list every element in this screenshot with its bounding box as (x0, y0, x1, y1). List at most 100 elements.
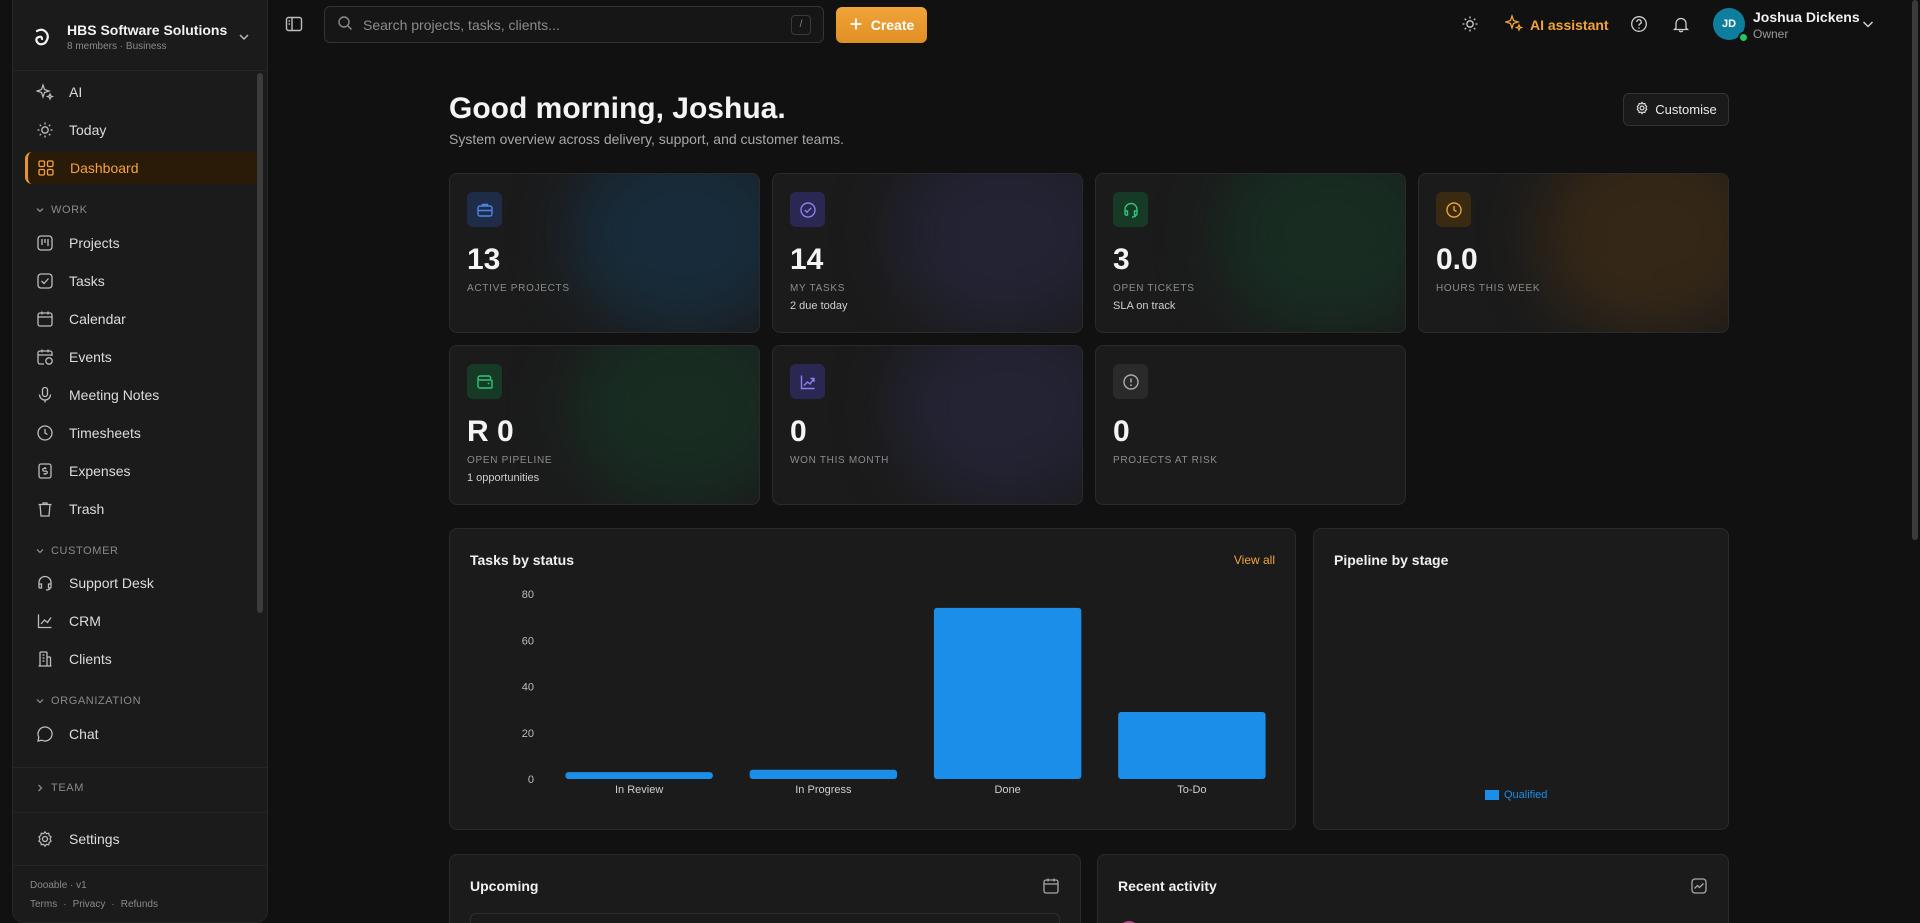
sidebar-item-today[interactable]: Today (25, 114, 257, 146)
refunds-link[interactable]: Refunds (120, 899, 158, 910)
ai-assistant-button[interactable]: AI assistant (1503, 13, 1609, 35)
section-team[interactable]: TEAM (35, 782, 84, 794)
stat-card-open-pipeline[interactable]: R 0 OPEN PIPELINE 1 opportunities (449, 345, 760, 505)
sparkles-icon (35, 82, 55, 102)
sidebar-item-calendar[interactable]: Calendar (25, 303, 257, 335)
search-input[interactable]: Search projects, tasks, clients... / (324, 6, 824, 43)
view-all-link[interactable]: View all (1233, 553, 1275, 567)
stat-value: 3 (1113, 243, 1130, 276)
terms-link[interactable]: Terms (30, 899, 58, 910)
sidebar-item-trash[interactable]: Trash (25, 493, 257, 525)
calendar-icon[interactable] (1042, 877, 1060, 898)
briefcase-icon (467, 192, 502, 227)
workspace-name: HBS Software Solutions (67, 22, 228, 38)
chevron-right-icon (35, 783, 47, 793)
sidebar-item-crm[interactable]: CRM (25, 605, 257, 637)
sidebar-item-settings[interactable]: Settings (25, 823, 257, 855)
stat-card-my-tasks[interactable]: 14 MY TASKS 2 due today (772, 173, 1083, 333)
legend-label: Qualified (1504, 789, 1548, 801)
page-scrollbar[interactable] (1912, 0, 1918, 540)
stat-label: PROJECTS AT RISK (1113, 455, 1218, 466)
user-menu[interactable]: Joshua Dickens Owner (1753, 9, 1860, 41)
alert-circle-icon (1113, 364, 1148, 399)
trash-icon (35, 499, 55, 519)
microphone-icon (35, 385, 55, 405)
section-work[interactable]: WORK (35, 204, 88, 216)
bar-to-do[interactable] (1118, 711, 1266, 779)
y-tick-label: 80 (522, 589, 534, 601)
chevron-down-icon[interactable] (1860, 16, 1876, 35)
x-tick-label: In Review (615, 784, 663, 796)
stat-sub: 1 opportunities (467, 472, 540, 484)
chevron-down-icon (35, 696, 47, 706)
customise-button[interactable]: Customise (1623, 93, 1729, 126)
headset-icon (1113, 192, 1148, 227)
plus-icon (849, 17, 863, 34)
divider (13, 865, 267, 866)
stat-value: 0 (790, 415, 807, 448)
list-item (470, 913, 1060, 923)
workspace-meta: 8 members · Business (67, 41, 167, 52)
y-tick-label: 40 (522, 682, 534, 694)
chevron-down-icon (235, 28, 253, 46)
sidebar-item-clients[interactable]: Clients (25, 643, 257, 675)
privacy-link[interactable]: Privacy (72, 899, 106, 910)
sidebar-item-meeting-notes[interactable]: Meeting Notes (25, 379, 257, 411)
sidebar-item-chat[interactable]: Chat (25, 718, 257, 750)
sidebar-item-dashboard[interactable]: Dashboard (25, 152, 257, 184)
sidebar-item-ai[interactable]: AI (25, 76, 257, 108)
search-shortcut: / (791, 14, 811, 35)
sidebar-item-events[interactable]: Events (25, 341, 257, 373)
sidebar-item-label: AI (69, 84, 83, 100)
stat-label: OPEN PIPELINE (467, 455, 553, 466)
workspace-switcher[interactable]: HBS Software Solutions 8 members · Busin… (29, 14, 253, 60)
bell-icon[interactable] (1671, 14, 1691, 34)
x-tick-label: To-Do (1177, 784, 1206, 796)
chat-icon (35, 724, 55, 744)
sidebar-item-tasks[interactable]: Tasks (25, 265, 257, 297)
divider (13, 70, 267, 71)
y-tick-label: 20 (522, 728, 534, 740)
sidebar-item-timesheets[interactable]: Timesheets (25, 417, 257, 449)
building-icon (35, 649, 55, 669)
y-tick-label: 60 (522, 635, 534, 647)
bar-in-review[interactable] (565, 772, 713, 779)
trend-up-icon (790, 364, 825, 399)
panel-title: Upcoming (470, 878, 539, 894)
sidebar-scrollbar[interactable] (257, 73, 263, 613)
stat-card-projects-at-risk[interactable]: 0 PROJECTS AT RISK (1095, 345, 1406, 505)
section-customer[interactable]: CUSTOMER (35, 545, 119, 557)
panel-title: Tasks by status (470, 552, 575, 568)
page-title: Good morning, Joshua. (449, 92, 786, 125)
sidebar-toggle-icon[interactable] (284, 14, 304, 34)
user-name: Joshua Dickens (1753, 9, 1860, 25)
gear-icon (35, 829, 55, 849)
sidebar-item-projects[interactable]: Projects (25, 227, 257, 259)
sidebar-item-expenses[interactable]: Expenses (25, 455, 257, 487)
legend-swatch (1485, 790, 1499, 800)
clock-icon (35, 423, 55, 443)
help-icon[interactable] (1629, 14, 1649, 34)
sidebar-item-support-desk[interactable]: Support Desk (25, 567, 257, 599)
stat-card-open-tickets[interactable]: 3 OPEN TICKETS SLA on track (1095, 173, 1406, 333)
theme-toggle-sun-icon[interactable] (1460, 14, 1480, 34)
online-status-dot (1738, 32, 1749, 43)
stat-value: R 0 (467, 415, 514, 448)
search-placeholder: Search projects, tasks, clients... (363, 16, 560, 33)
tasks-bar-chart: 0 20 40 60 80 In Review In Progress Done To-Do (522, 589, 1266, 796)
bar-in-progress[interactable] (749, 769, 898, 779)
check-circle-icon (790, 192, 825, 227)
stat-card-won-this-month[interactable]: 0 WON THIS MONTH (772, 345, 1083, 505)
bar-done[interactable] (933, 607, 1082, 779)
stat-sub: SLA on track (1113, 300, 1176, 312)
app-version: Dooable · v1 (30, 880, 87, 891)
activity-chart-icon[interactable] (1690, 877, 1708, 898)
stat-card-active-projects[interactable]: 13 ACTIVE PROJECTS (449, 173, 760, 333)
calendar-icon (35, 309, 55, 329)
chevron-down-icon (35, 546, 47, 556)
stat-card-hours-this-week[interactable]: 0.0 HOURS THIS WEEK (1418, 173, 1729, 333)
section-organization[interactable]: ORGANIZATION (35, 695, 141, 707)
stat-label: WON THIS MONTH (790, 455, 890, 466)
create-button[interactable]: Create (836, 7, 927, 43)
